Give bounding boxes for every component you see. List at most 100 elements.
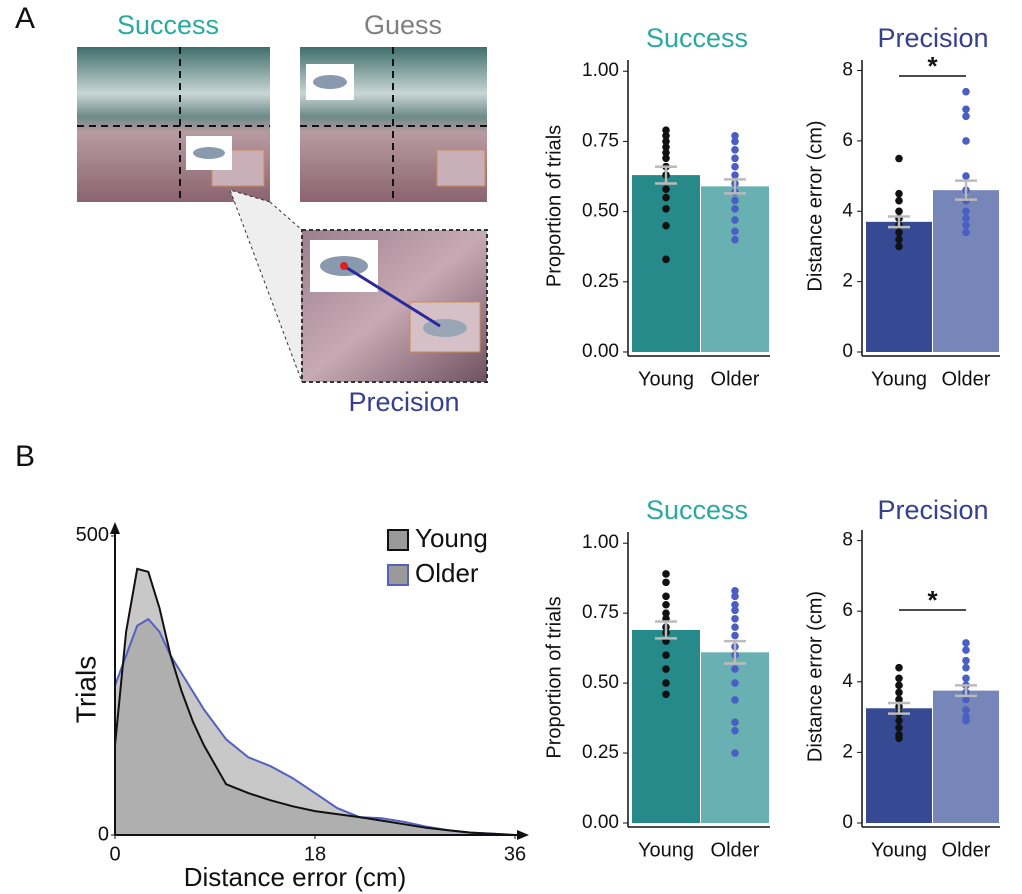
data-point — [962, 137, 970, 145]
panel-label: A — [15, 2, 35, 35]
data-point — [895, 207, 903, 215]
bar — [632, 175, 700, 352]
data-point — [962, 88, 970, 96]
illustration: Success Guess Precision — [77, 10, 487, 417]
data-point — [731, 727, 739, 735]
data-point — [731, 236, 739, 244]
data-point — [731, 696, 739, 704]
zoom-cone — [230, 190, 302, 382]
data-point — [962, 207, 970, 215]
data-point — [962, 639, 970, 647]
data-point — [895, 664, 903, 672]
data-point — [731, 679, 739, 687]
target-box — [437, 150, 485, 186]
legend-swatch — [388, 565, 408, 585]
data-point — [895, 243, 903, 251]
data-point — [731, 593, 739, 601]
y-tick-label: 0 — [98, 823, 109, 845]
data-point — [731, 163, 739, 171]
car-icon — [313, 75, 347, 89]
car-icon — [193, 147, 225, 159]
axis-arrow — [110, 522, 120, 534]
data-point — [962, 222, 970, 230]
data-point — [662, 205, 670, 213]
y-tick-label: 0.75 — [582, 602, 619, 623]
data-point — [662, 154, 670, 162]
data-point — [662, 570, 670, 578]
y-tick-label: 0.50 — [582, 201, 619, 222]
chart-title: Success — [646, 23, 748, 53]
figure: A B Success Guess Precision Success Propo… — [0, 0, 1022, 894]
data-point — [962, 646, 970, 654]
data-point — [962, 717, 970, 725]
data-point — [731, 607, 739, 615]
marker — [340, 262, 348, 270]
x-axis-label: Distance error (cm) — [184, 862, 406, 892]
y-axis-label: Proportion of trials — [543, 125, 565, 287]
x-tick-label: Older — [711, 839, 760, 861]
x-tick-label: 0 — [109, 843, 120, 865]
data-point — [731, 718, 739, 726]
data-point — [731, 749, 739, 757]
x-tick-label: Older — [711, 368, 760, 390]
data-point — [895, 229, 903, 237]
car-icon — [423, 319, 467, 337]
data-point — [662, 185, 670, 193]
data-point — [662, 601, 670, 609]
y-tick-label: 1.00 — [582, 532, 619, 553]
data-point — [895, 724, 903, 732]
x-tick-label: Young — [871, 839, 927, 861]
x-tick-label: Young — [638, 368, 694, 390]
data-point — [895, 236, 903, 244]
data-point — [731, 615, 739, 623]
data-point — [731, 171, 739, 179]
data-point — [895, 190, 903, 198]
data-point — [962, 215, 970, 223]
data-point — [662, 593, 670, 601]
data-point — [662, 579, 670, 587]
data-point — [662, 194, 670, 202]
y-tick-label: 4 — [842, 671, 853, 692]
legend-label: Young — [415, 523, 488, 553]
data-point — [731, 665, 739, 673]
y-tick-label: 8 — [842, 530, 853, 551]
data-point — [895, 734, 903, 742]
data-point — [962, 664, 970, 672]
data-point — [962, 229, 970, 237]
y-tick-label: 0.25 — [582, 742, 619, 763]
data-point — [662, 679, 670, 687]
illustration-title: Precision — [348, 387, 459, 417]
data-point — [731, 154, 739, 162]
data-point — [731, 138, 739, 146]
x-tick-label: Young — [871, 368, 927, 390]
data-point — [731, 205, 739, 213]
y-tick-label: 0.75 — [582, 130, 619, 151]
x-tick-label: Older — [942, 839, 991, 861]
data-point — [962, 172, 970, 180]
data-point — [662, 665, 670, 673]
x-tick-label: Young — [638, 839, 694, 861]
y-tick-label: 0.00 — [582, 812, 619, 833]
data-point — [731, 623, 739, 631]
illustration-title: Guess — [364, 10, 442, 40]
significance-marker: * — [927, 585, 938, 615]
y-tick-label: 4 — [842, 200, 853, 221]
data-point — [895, 682, 903, 690]
panel-label: B — [15, 440, 35, 473]
data-point — [662, 690, 670, 698]
data-point — [662, 651, 670, 659]
data-point — [962, 657, 970, 665]
y-tick-label: 0.00 — [582, 341, 619, 362]
data-point — [962, 105, 970, 113]
bar — [701, 652, 769, 823]
significance-marker: * — [927, 51, 938, 81]
chart-title: Success — [646, 495, 748, 525]
data-point — [895, 674, 903, 682]
data-point — [662, 256, 670, 264]
y-tick-label: 2 — [842, 271, 853, 292]
data-point — [731, 146, 739, 154]
y-axis-label: Proportion of trials — [543, 596, 565, 758]
data-point — [895, 689, 903, 697]
chart-title: Precision — [877, 495, 988, 525]
density-area — [115, 619, 515, 835]
